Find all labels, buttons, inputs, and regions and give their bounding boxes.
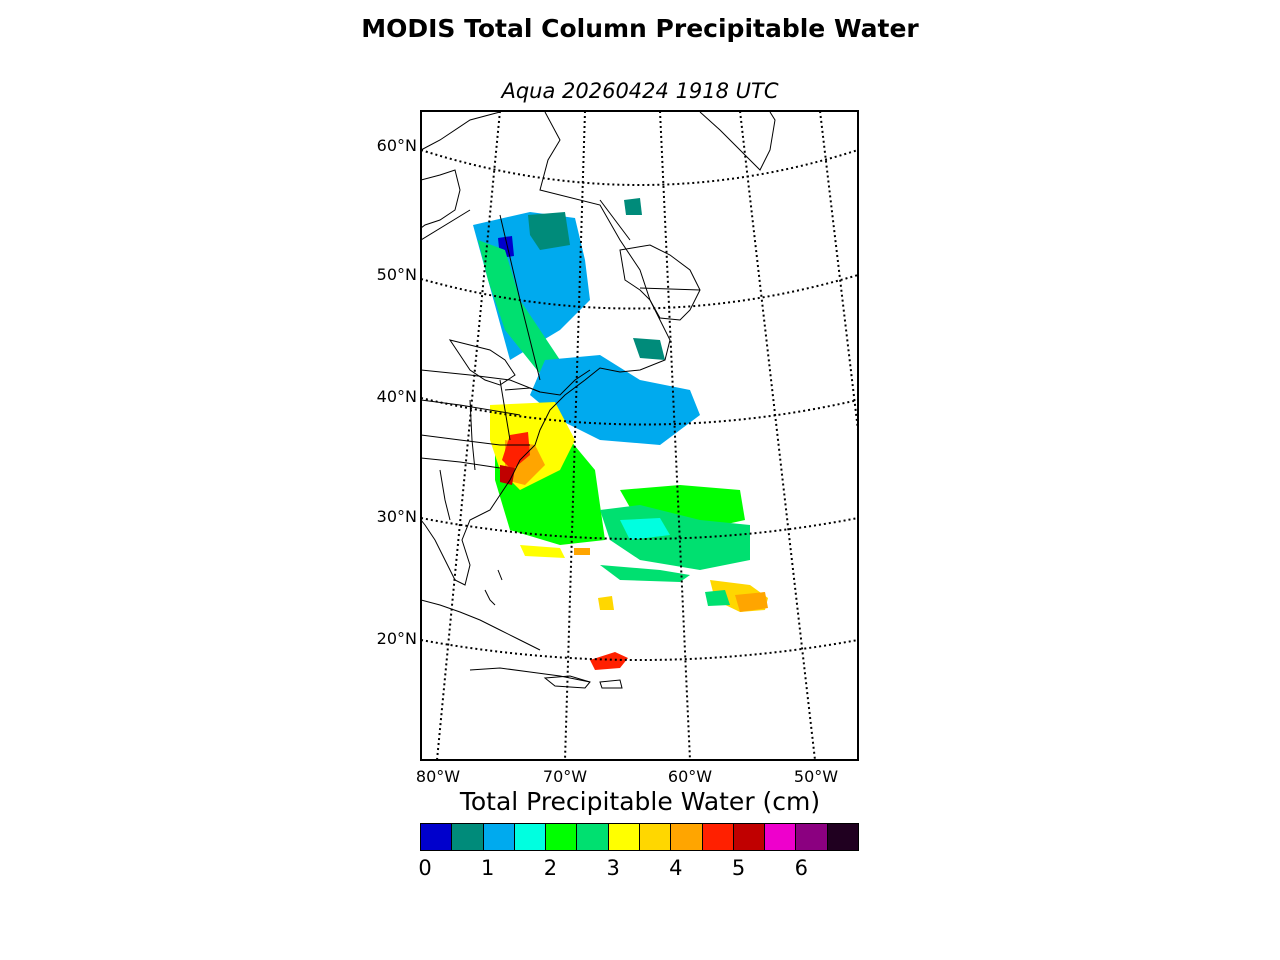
- colorbar-segment-13: [827, 824, 858, 850]
- pw-scatter-yellow-1: [520, 545, 565, 558]
- province-border-3: [639, 287, 701, 291]
- us-canada-border: [421, 369, 591, 396]
- colorbar-title: Total Precipitable Water (cm): [459, 787, 821, 816]
- puerto-rico-coast: [599, 679, 623, 689]
- lat-label-20: 20°N: [376, 629, 417, 648]
- pw-atlantic-cyan: [620, 518, 670, 540]
- pw-atlantic-green-2: [600, 565, 690, 582]
- lat-line-20: [421, 639, 858, 661]
- pw-caribbean-red: [590, 652, 628, 670]
- pw-cyan-fleck: [670, 398, 690, 418]
- lat-line-60: [421, 149, 858, 186]
- colorbar-segment-6: [608, 824, 640, 850]
- state-border-3: [421, 457, 501, 469]
- bahamas-coast: [484, 569, 503, 606]
- colorbar: [420, 823, 859, 851]
- colorbar-segment-3: [514, 824, 547, 850]
- map-subtitle: Aqua 20260424 1918 UTC: [501, 79, 779, 103]
- colorbar-segment-12: [796, 824, 828, 850]
- lon-line-80: [436, 111, 501, 760]
- lat-label-30: 30°N: [376, 507, 417, 526]
- greenland-coast: [699, 111, 776, 171]
- coastlines: [421, 111, 776, 689]
- colorbar-segment-0: [421, 824, 453, 850]
- lon-label-70: 70°W: [542, 767, 588, 786]
- colorbar-segment-9: [702, 824, 734, 850]
- lon-line-70: [564, 111, 586, 760]
- state-border-4: [439, 469, 451, 521]
- colorbar-segment-2: [483, 824, 515, 850]
- colorbar-segment-7: [639, 824, 672, 850]
- colorbar-segment-1: [452, 824, 484, 850]
- colorbar-segment-5: [577, 824, 609, 850]
- state-border-6: [499, 379, 511, 441]
- pw-data-layer: [473, 198, 768, 670]
- colorbar-tick-5: 5: [731, 856, 746, 880]
- colorbar-tick-3: 3: [606, 856, 620, 880]
- lon-line-40: [819, 111, 858, 431]
- pw-atlantic-orange: [735, 592, 768, 612]
- gulf-of-mexico-coast: [421, 599, 541, 651]
- colorbar-segment-4: [546, 824, 578, 850]
- pw-scatter-yellow-2: [598, 596, 614, 610]
- newfoundland-coast: [619, 244, 701, 321]
- lon-label-80: 80°W: [415, 767, 461, 786]
- cuba-coast: [469, 667, 591, 683]
- pw-band-red: [502, 432, 530, 470]
- lat-line-50: [421, 274, 858, 310]
- map-frame: [420, 110, 859, 761]
- colorbar-tick-0: 0: [418, 856, 432, 880]
- pw-swath-teal-north: [528, 212, 570, 250]
- province-border-1: [421, 209, 471, 241]
- pw-swath-lightblue-east: [530, 355, 700, 445]
- colorbar-segment-10: [733, 824, 766, 850]
- graticule: [421, 111, 858, 760]
- lon-label-60: 60°W: [667, 767, 713, 786]
- pw-scatter-yellow-3: [574, 548, 590, 555]
- lon-line-50: [739, 111, 816, 760]
- lat-line-30: [421, 517, 858, 540]
- colorbar-tick-2: 2: [543, 856, 558, 880]
- lon-label-50: 50°W: [793, 767, 839, 786]
- colorbar-tick-4: 4: [669, 856, 683, 880]
- map-title: MODIS Total Column Precipitable Water: [361, 14, 919, 43]
- pw-patch-darkred: [500, 465, 515, 485]
- colorbar-tick-6: 6: [794, 856, 808, 880]
- lat-line-40: [421, 397, 858, 426]
- state-border-2: [421, 434, 530, 446]
- labrador-coast: [599, 199, 631, 241]
- pw-swath-green-strip: [478, 240, 560, 380]
- pw-cyan-island: [624, 198, 642, 215]
- pw-patch-teal-ns: [633, 338, 665, 360]
- lat-label-60: 60°N: [376, 136, 417, 155]
- state-border-5: [469, 399, 476, 471]
- lat-label-50: 50°N: [376, 265, 417, 284]
- colorbar-tick-1: 1: [481, 856, 495, 880]
- colorbar-segment-8: [671, 824, 703, 850]
- pw-atlantic-green-3: [705, 590, 730, 606]
- hispaniola-coast: [543, 675, 591, 689]
- lon-line-60: [659, 111, 691, 760]
- lat-label-40: 40°N: [376, 387, 417, 406]
- hudson-bay-coast: [421, 169, 461, 229]
- north-america-coast: [421, 111, 671, 586]
- colorbar-segment-11: [765, 824, 797, 850]
